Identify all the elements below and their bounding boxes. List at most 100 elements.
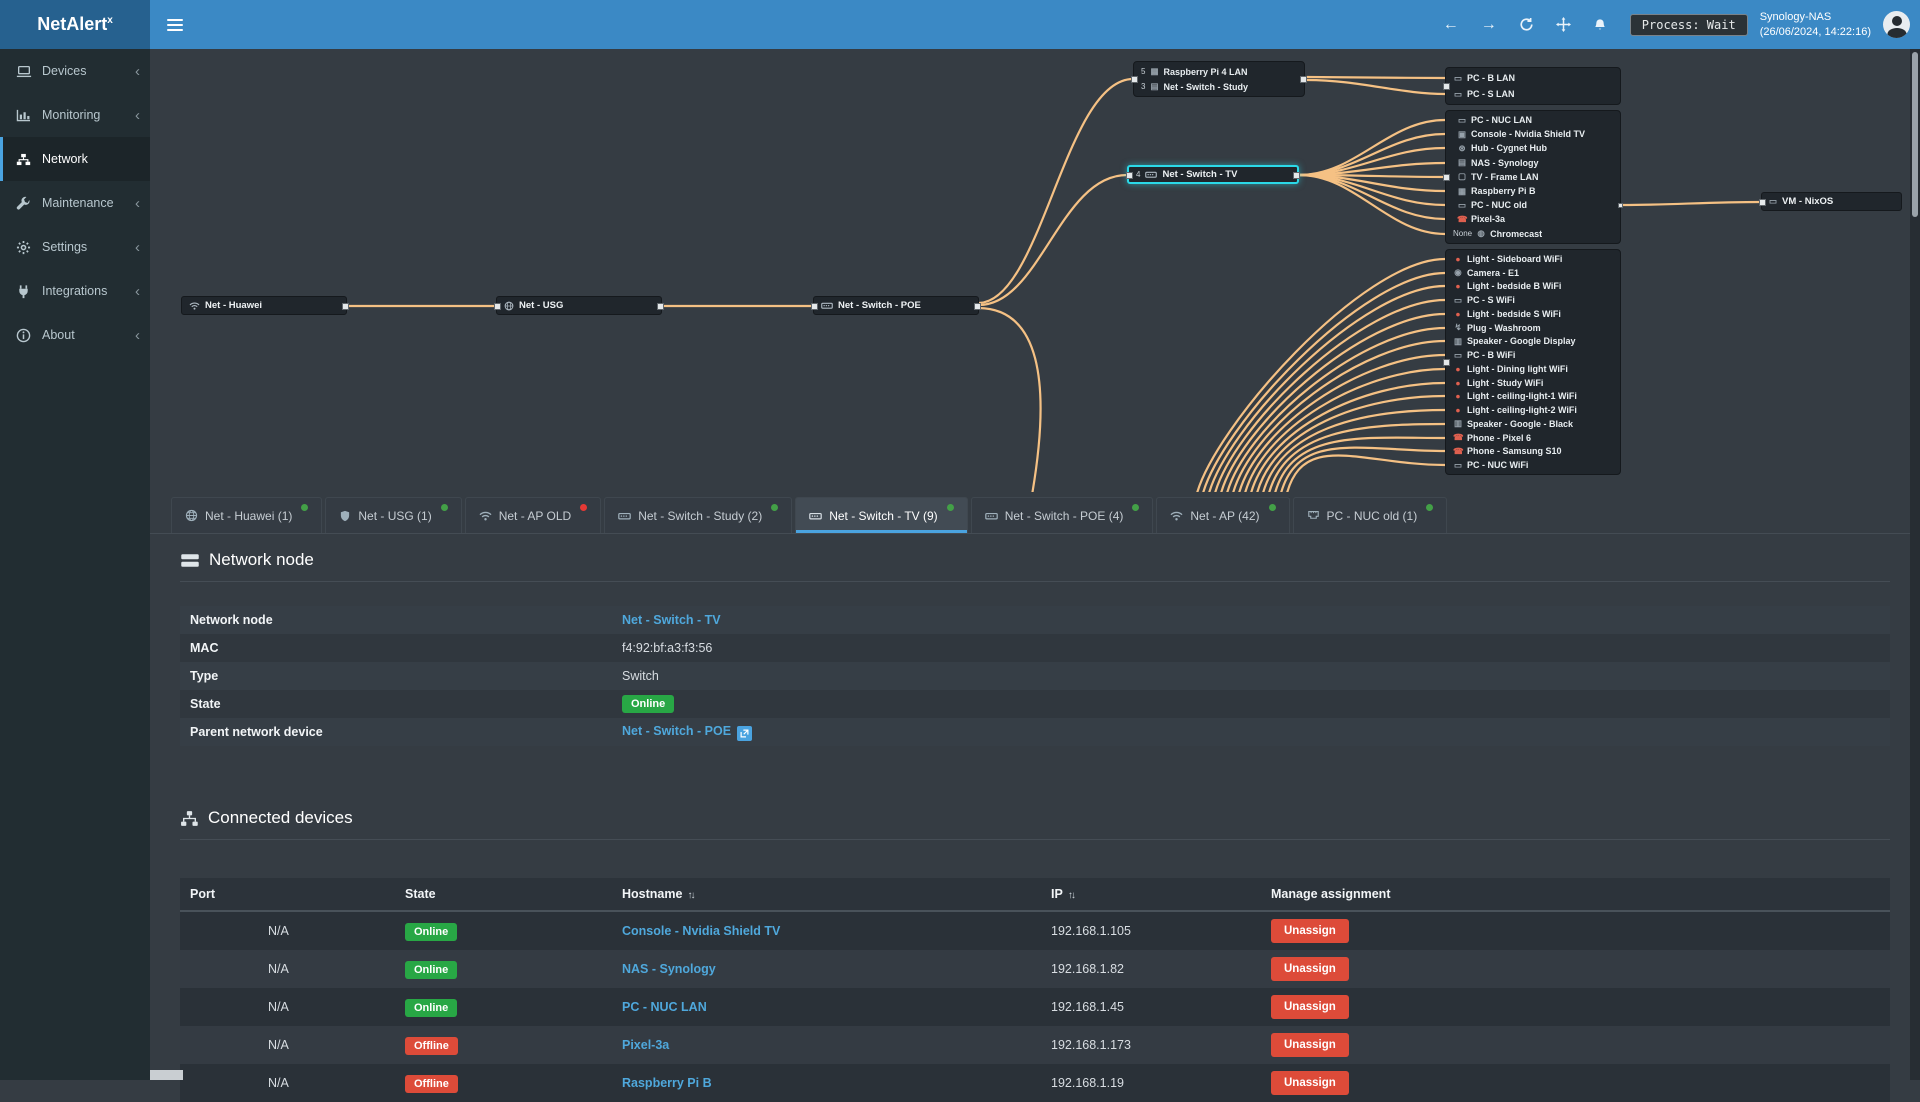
nav-back-icon[interactable]: ← — [1443, 16, 1459, 34]
hostname-link[interactable]: Console - Nvidia Shield TV — [622, 924, 780, 938]
refresh-icon[interactable] — [1519, 17, 1534, 32]
node-net-usg[interactable]: Net - USG — [496, 296, 662, 315]
tab-net-switch-tv[interactable]: Net - Switch - TV (9) — [795, 497, 967, 533]
info-row-state: State Online — [180, 690, 1890, 718]
sidebar-item-settings[interactable]: Settings ‹ — [0, 225, 150, 269]
device-node[interactable]: ▥ Speaker - Google Display — [1446, 335, 1620, 349]
row-label: Parent network device — [190, 725, 622, 739]
network-topology-diagram[interactable]: Net - Huawei Net - USG Net - Switch - PO… — [150, 49, 1920, 492]
pan-move-icon[interactable] — [1556, 17, 1571, 32]
device-node[interactable]: ● Light - bedside S WiFi — [1446, 307, 1620, 321]
device-node[interactable]: ▭ PC - NUC LAN — [1446, 113, 1620, 127]
device-node[interactable]: ● Light - Sideboard WiFi — [1446, 252, 1620, 266]
unassign-button[interactable]: Unassign — [1271, 1071, 1349, 1095]
node-label: Net - USG — [519, 300, 563, 311]
node-label: Net - Switch - TV — [1162, 169, 1237, 180]
port-number: 5 — [1141, 67, 1145, 76]
column-header-ip[interactable]: IP↑↓ — [1051, 887, 1271, 901]
tab-pc-nuc-old[interactable]: PC - NUC old (1) — [1293, 497, 1448, 533]
device-node[interactable]: ● Light - Study WiFi — [1446, 376, 1620, 390]
tab-net-switch-study[interactable]: Net - Switch - Study (2) — [604, 497, 792, 533]
parent-device-link[interactable]: Net - Switch - POE — [622, 724, 731, 738]
user-avatar[interactable] — [1883, 11, 1910, 38]
device-node[interactable]: ▤ NAS - Synology — [1446, 156, 1620, 170]
unassign-button[interactable]: Unassign — [1271, 1033, 1349, 1057]
sidebar-item-network[interactable]: Network — [0, 137, 150, 181]
sidebar-item-integrations[interactable]: Integrations ‹ — [0, 269, 150, 313]
column-header-hostname[interactable]: Hostname↑↓ — [622, 887, 1051, 901]
unassign-button[interactable]: Unassign — [1271, 919, 1349, 943]
vertical-scrollbar[interactable] — [1910, 49, 1920, 1080]
device-node-label: Pixel-3a — [1471, 214, 1505, 224]
device-type-icon: ● — [1453, 254, 1463, 264]
device-node[interactable]: ▦ Raspberry Pi B — [1446, 184, 1620, 198]
device-type-icon: ☎ — [1453, 432, 1463, 443]
notifications-bell-icon[interactable] — [1593, 18, 1607, 32]
network-node-link[interactable]: Net - Switch - TV — [622, 613, 721, 627]
hostname-link[interactable]: Pixel-3a — [622, 1038, 669, 1052]
device-node[interactable]: ☎ Pixel-3a — [1446, 212, 1620, 226]
hostname-link[interactable]: Raspberry Pi B — [622, 1076, 712, 1090]
tab-net-switch-poe[interactable]: Net - Switch - POE (4) — [971, 497, 1154, 533]
hostname-link[interactable]: NAS - Synology — [622, 962, 716, 976]
device-node[interactable]: ▭ PC - B WiFi — [1446, 348, 1620, 362]
device-node[interactable]: ▭ PC - B LAN — [1446, 70, 1620, 86]
device-node[interactable]: ▭ PC - NUC old — [1446, 198, 1620, 212]
sidebar-item-devices[interactable]: Devices ‹ — [0, 49, 150, 93]
unassign-button[interactable]: Unassign — [1271, 995, 1349, 1019]
device-node[interactable]: 5 ▦ Raspberry Pi 4 LAN — [1134, 64, 1304, 79]
unassign-button[interactable]: Unassign — [1271, 957, 1349, 981]
scrollbar-thumb[interactable] — [1912, 52, 1918, 217]
device-node[interactable]: ☎ Phone - Samsung S10 — [1446, 445, 1620, 459]
device-node[interactable]: ☎ Phone - Pixel 6 — [1446, 431, 1620, 445]
device-node-label: Camera - E1 — [1467, 268, 1519, 278]
connector-handle — [1618, 203, 1623, 208]
device-node[interactable]: ● Light - ceiling-light-1 WiFi — [1446, 390, 1620, 404]
device-node[interactable]: ● Light - Dining light WiFi — [1446, 362, 1620, 376]
tab-net-ap[interactable]: Net - AP (42) — [1156, 497, 1289, 533]
status-dot — [301, 504, 308, 511]
nav-forward-icon[interactable]: → — [1481, 16, 1497, 34]
hostname-link[interactable]: PC - NUC LAN — [622, 1000, 707, 1014]
device-node[interactable]: None ◍ Chromecast — [1446, 227, 1620, 241]
sidebar-item-monitoring[interactable]: Monitoring ‹ — [0, 93, 150, 137]
device-type-icon: ● — [1453, 309, 1463, 319]
device-type-icon: ▭ — [1453, 460, 1463, 471]
node-net-huawei[interactable]: Net - Huawei — [181, 296, 347, 315]
device-type-icon: ▭ — [1457, 200, 1467, 211]
device-node[interactable]: ↯ Plug - Washroom — [1446, 321, 1620, 335]
switch-icon — [618, 511, 631, 521]
device-type-icon: ◍ — [1476, 228, 1486, 239]
device-node[interactable]: 3 ▤ Net - Switch - Study — [1134, 79, 1304, 94]
device-node[interactable]: ● Light - ceiling-light-2 WiFi — [1446, 403, 1620, 417]
tab-net-huawei[interactable]: Net - Huawei (1) — [171, 497, 322, 533]
ip-cell: 192.168.1.173 — [1051, 1038, 1271, 1052]
port-number: 4 — [1136, 170, 1140, 179]
node-net-switch-tv-selected[interactable]: 4 Net - Switch - TV — [1127, 165, 1299, 184]
device-node[interactable]: ▭ PC - S WiFi — [1446, 293, 1620, 307]
tab-net-ap-old[interactable]: Net - AP OLD — [465, 497, 601, 533]
status-dot — [1426, 504, 1433, 511]
device-node[interactable]: ● Light - bedside B WiFi — [1446, 280, 1620, 294]
device-node[interactable]: ⊛ Hub - Cygnet Hub — [1446, 141, 1620, 155]
node-vm-nixos[interactable]: ▭ VM - NixOS — [1761, 192, 1902, 211]
state-badge: Online — [622, 695, 674, 713]
sidebar-item-about[interactable]: About ‹ — [0, 313, 150, 357]
sort-icon[interactable]: ↑↓ — [687, 890, 693, 901]
device-node[interactable]: ▥ Speaker - Google - Black — [1446, 417, 1620, 431]
device-node[interactable]: ▭ PC - S LAN — [1446, 86, 1620, 102]
device-node[interactable]: ◉ Camera - E1 — [1446, 266, 1620, 280]
sort-icon[interactable]: ↑↓ — [1068, 890, 1074, 901]
sidebar-item-label: Monitoring — [42, 108, 100, 122]
device-node[interactable]: ▣ Console - Nvidia Shield TV — [1446, 127, 1620, 141]
sidebar-item-maintenance[interactable]: Maintenance ‹ — [0, 181, 150, 225]
device-node[interactable]: ▭ PC - NUC WiFi — [1446, 458, 1620, 472]
open-node-icon[interactable] — [737, 726, 752, 741]
device-row: N/A Offline Raspberry Pi B 192.168.1.19 … — [180, 1064, 1890, 1102]
node-net-switch-poe[interactable]: Net - Switch - POE — [813, 296, 979, 315]
sidebar-toggle-icon[interactable] — [150, 16, 200, 34]
tab-net-usg[interactable]: Net - USG (1) — [325, 497, 461, 533]
device-node[interactable]: ▢ TV - Frame LAN — [1446, 170, 1620, 184]
